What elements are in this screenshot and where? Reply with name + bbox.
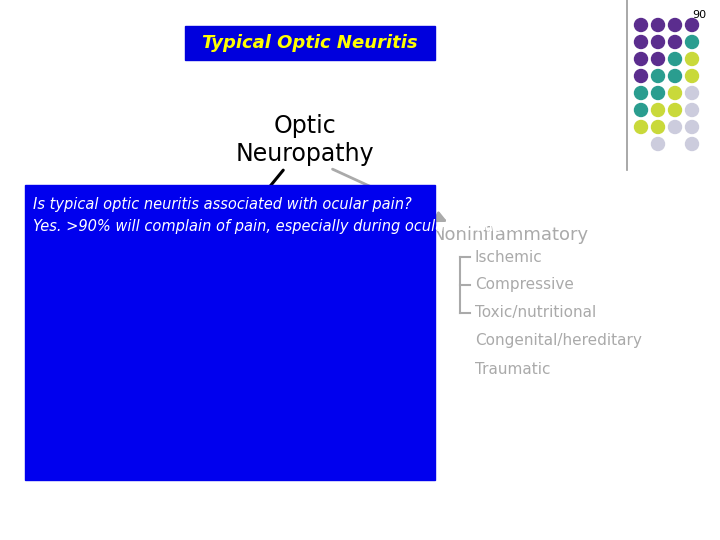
Circle shape [652,120,665,133]
Circle shape [634,70,647,83]
Circle shape [668,36,682,49]
Circle shape [668,120,682,133]
FancyBboxPatch shape [185,26,435,60]
Text: Ischemic: Ischemic [475,249,543,265]
Text: Typical Optic Neuritis: Typical Optic Neuritis [202,34,418,52]
Text: Atypical: Atypical [269,313,341,331]
Circle shape [685,70,698,83]
Text: Is typical optic neuritis associated with ocular pain?: Is typical optic neuritis associated wit… [33,197,412,212]
Circle shape [668,52,682,65]
Circle shape [652,18,665,31]
Text: Optic
Neuropathy: Optic Neuropathy [235,114,374,166]
Circle shape [668,18,682,31]
Circle shape [652,70,665,83]
Text: Inflammatory: Inflammatory [125,226,246,244]
Circle shape [634,36,647,49]
FancyBboxPatch shape [25,185,435,480]
Circle shape [685,18,698,31]
Text: Yes. >90% will complain of pain, especially during ocular rotations.: Yes. >90% will complain of pain, especia… [33,219,525,234]
Text: 90: 90 [692,10,706,20]
Circle shape [634,18,647,31]
Circle shape [668,86,682,99]
Circle shape [634,120,647,133]
Circle shape [685,138,698,151]
Text: Toxic/nutritional: Toxic/nutritional [475,306,596,321]
Circle shape [634,86,647,99]
Text: Compressive: Compressive [475,278,574,293]
Text: Noninflammatory: Noninflammatory [431,226,588,244]
Circle shape [652,104,665,117]
Circle shape [652,36,665,49]
Circle shape [652,138,665,151]
Circle shape [685,36,698,49]
Circle shape [652,86,665,99]
Text: Congenital/hereditary: Congenital/hereditary [475,334,642,348]
Circle shape [668,70,682,83]
Circle shape [652,52,665,65]
Circle shape [634,52,647,65]
Text: Typical
(demyelinating): Typical (demyelinating) [35,306,184,345]
Circle shape [685,52,698,65]
Text: Traumatic: Traumatic [475,361,551,376]
Circle shape [668,104,682,117]
Circle shape [685,104,698,117]
Circle shape [634,104,647,117]
Circle shape [685,86,698,99]
Circle shape [685,120,698,133]
